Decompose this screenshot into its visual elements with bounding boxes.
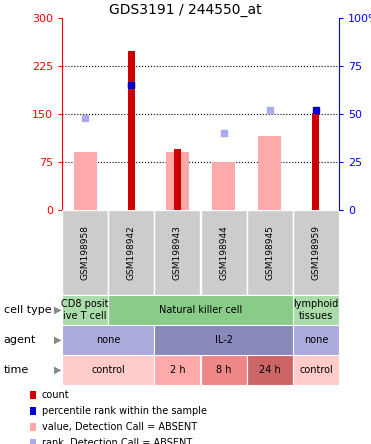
Bar (247, 210, 293, 295)
Text: control: control (299, 365, 333, 375)
Bar (293, 295, 339, 325)
Bar (73, 152, 96, 210)
Bar (62, 210, 108, 295)
Bar (154, 210, 200, 295)
Text: 2 h: 2 h (170, 365, 185, 375)
Bar (312, 113, 319, 210)
Bar (293, 355, 339, 385)
Bar (62, 325, 154, 355)
Text: time: time (4, 365, 29, 375)
Text: GSM198943: GSM198943 (173, 225, 182, 280)
Bar (247, 355, 293, 385)
Bar (62, 355, 154, 385)
Bar (212, 162, 235, 210)
Text: GSM198945: GSM198945 (265, 225, 274, 280)
Bar (293, 210, 339, 295)
Bar (293, 325, 339, 355)
Bar (154, 355, 200, 385)
Text: GSM198942: GSM198942 (127, 225, 136, 280)
Bar (108, 295, 293, 325)
Text: GSM198944: GSM198944 (219, 225, 228, 280)
Text: GSM198958: GSM198958 (81, 225, 89, 280)
Text: none: none (304, 335, 328, 345)
Text: ▶: ▶ (54, 335, 61, 345)
Text: GDS3191 / 244550_at: GDS3191 / 244550_at (109, 3, 262, 17)
Text: 8 h: 8 h (216, 365, 232, 375)
Bar (128, 51, 135, 210)
Text: ▶: ▶ (54, 365, 61, 375)
Text: agent: agent (4, 335, 36, 345)
Bar (166, 152, 189, 210)
Text: ▶: ▶ (54, 305, 61, 315)
Text: 24 h: 24 h (259, 365, 280, 375)
Text: GSM198959: GSM198959 (311, 225, 321, 280)
Text: value, Detection Call = ABSENT: value, Detection Call = ABSENT (42, 422, 197, 432)
Bar (154, 325, 293, 355)
Text: CD8 posit
ive T cell: CD8 posit ive T cell (61, 299, 109, 321)
Bar (258, 136, 281, 210)
Text: lymphoid
tissues: lymphoid tissues (293, 299, 339, 321)
Bar (174, 149, 181, 210)
Text: none: none (96, 335, 120, 345)
Text: control: control (91, 365, 125, 375)
Text: count: count (42, 390, 69, 400)
Text: rank, Detection Call = ABSENT: rank, Detection Call = ABSENT (42, 438, 192, 444)
Bar (200, 210, 247, 295)
Text: IL-2: IL-2 (214, 335, 233, 345)
Text: cell type: cell type (4, 305, 51, 315)
Text: percentile rank within the sample: percentile rank within the sample (42, 406, 207, 416)
Bar (200, 355, 247, 385)
Text: Natural killer cell: Natural killer cell (159, 305, 242, 315)
Bar (108, 210, 154, 295)
Bar (62, 295, 108, 325)
